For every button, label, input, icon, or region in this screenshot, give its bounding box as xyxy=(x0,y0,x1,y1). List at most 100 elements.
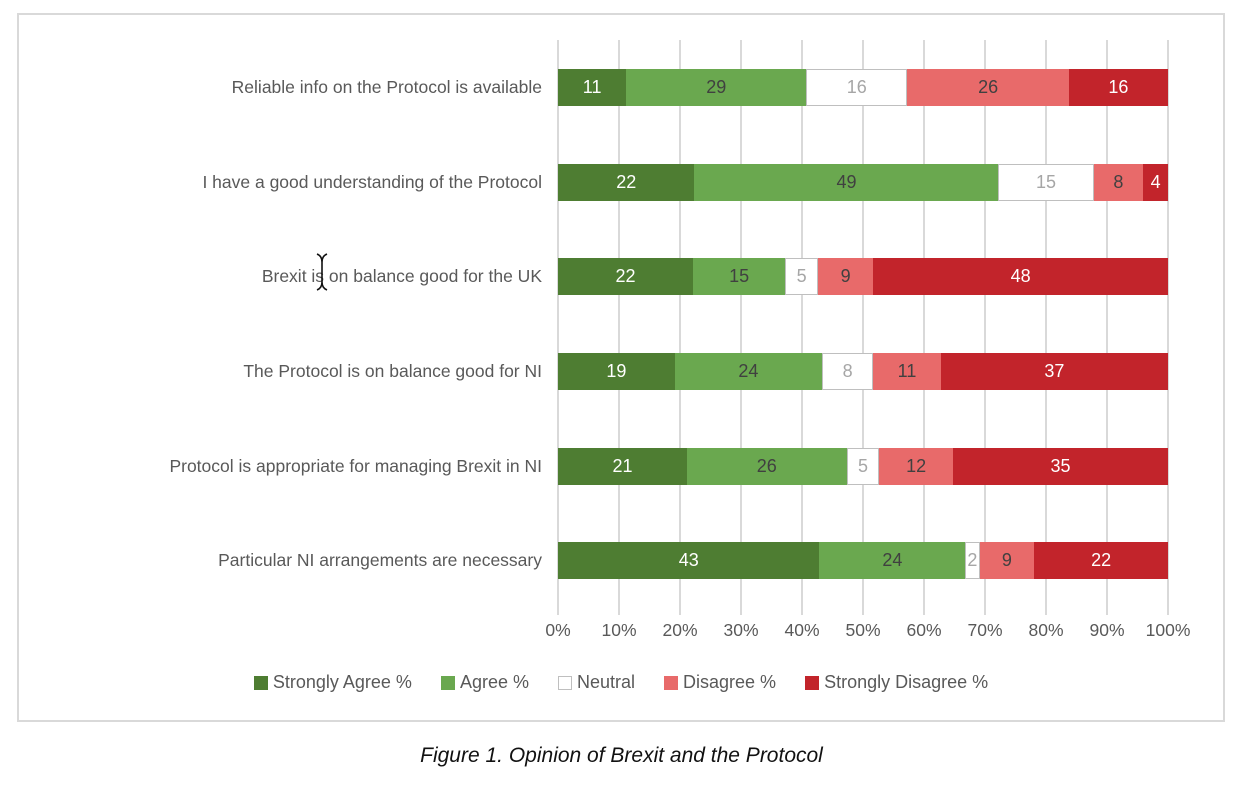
stacked-bar: 19 24 8 11 37 xyxy=(558,352,1168,390)
category-label: I have a good understanding of the Proto… xyxy=(202,171,542,192)
legend-item: Disagree % xyxy=(664,672,776,693)
value-label: 22 xyxy=(1091,550,1112,571)
text-ibeam-cursor-icon xyxy=(316,253,328,291)
gridline xyxy=(984,40,986,615)
x-axis: 0% 10% 20% 30% 40% 50% 60% 70% 80% 90% 100% xyxy=(545,620,1190,644)
value-label: 16 xyxy=(846,76,867,97)
bar-segment: 22 xyxy=(1034,542,1168,580)
bar-segment: 4 xyxy=(1143,163,1168,201)
chart-row: Particular NI arrangements are necessary… xyxy=(19,513,1168,608)
stacked-bar: 22 15 5 9 48 xyxy=(558,258,1168,296)
bar-segment: 24 xyxy=(674,352,823,390)
bar-rows: Reliable info on the Protocol is availab… xyxy=(19,40,1169,608)
category-label: Protocol is appropriate for managing Bre… xyxy=(169,455,542,476)
value-label: 22 xyxy=(615,266,636,287)
bar-segment: 22 xyxy=(558,258,694,296)
value-label: 12 xyxy=(906,455,927,476)
chart-area: Reliable info on the Protocol is availab… xyxy=(17,13,1225,722)
value-label: 37 xyxy=(1044,360,1065,381)
value-label: 35 xyxy=(1050,455,1071,476)
bar-segment: 9 xyxy=(817,258,874,296)
value-label: 5 xyxy=(796,266,807,287)
value-label: 29 xyxy=(706,76,727,97)
bar-segment: 12 xyxy=(879,447,954,485)
value-label: 24 xyxy=(738,360,759,381)
value-label: 21 xyxy=(612,455,633,476)
x-tick-label: 30% xyxy=(723,620,759,640)
value-label: 26 xyxy=(756,455,777,476)
figure-caption: Figure 1. Opinion of Brexit and the Prot… xyxy=(420,744,823,767)
legend-swatch-icon xyxy=(664,675,679,690)
value-label: 4 xyxy=(1150,171,1161,192)
x-tick-label: 40% xyxy=(784,620,820,640)
gridline xyxy=(801,40,803,615)
x-tick-label: 10% xyxy=(601,620,637,640)
bar-segment: 11 xyxy=(873,352,941,390)
chart-row: The Protocol is on balance good for NI 19… xyxy=(19,324,1168,419)
bar-segment: 22 xyxy=(558,163,695,201)
x-tick-label: 100% xyxy=(1145,620,1191,640)
value-label: 19 xyxy=(606,360,627,381)
x-tick-label: 0% xyxy=(545,620,571,640)
x-tick-label: 70% xyxy=(967,620,1003,640)
legend-swatch-icon xyxy=(557,675,572,690)
category-label: Brexit is on balance good for the UK xyxy=(261,266,542,287)
legend-label: Neutral xyxy=(576,672,636,692)
value-label: 9 xyxy=(1001,550,1012,571)
value-label: 48 xyxy=(1010,266,1031,287)
stacked-bar: 11 29 16 26 16 xyxy=(558,68,1169,106)
bar-segment: 2 xyxy=(965,542,980,580)
gridline xyxy=(1106,40,1108,615)
bar-segment: 48 xyxy=(873,258,1168,296)
value-label: 26 xyxy=(978,76,999,97)
chart-row: I have a good understanding of the Proto… xyxy=(19,135,1168,230)
bar-segment: 19 xyxy=(558,352,675,390)
legend-item: Strongly Disagree % xyxy=(805,672,988,693)
legend-label: Agree % xyxy=(459,672,529,692)
legend-item: Neutral xyxy=(557,672,636,693)
value-label: 22 xyxy=(616,171,637,192)
x-tick-label: 90% xyxy=(1089,620,1125,640)
legend-item: Strongly Agree % xyxy=(253,672,412,693)
bar-segment: 16 xyxy=(806,68,908,106)
bar-segment: 26 xyxy=(907,68,1069,106)
bar-segment: 11 xyxy=(558,68,627,106)
plot-area xyxy=(557,40,1169,615)
category-label: Reliable info on the Protocol is availab… xyxy=(231,76,542,97)
legend-swatch-icon xyxy=(253,675,268,690)
chart-row: Brexit is on balance good for the UK 22 15… xyxy=(19,229,1168,324)
value-label: 43 xyxy=(678,550,699,571)
bar-segment: 9 xyxy=(979,542,1035,580)
legend-label: Disagree % xyxy=(683,672,777,692)
value-label: 2 xyxy=(967,550,978,571)
bar-segment: 15 xyxy=(693,258,786,296)
value-label: 11 xyxy=(582,76,602,97)
x-tick-label: 50% xyxy=(845,620,881,640)
value-label: 11 xyxy=(897,360,917,381)
category-label: Particular NI arrangements are necessary xyxy=(218,550,542,571)
stacked-bar: 43 24 2 9 22 xyxy=(558,542,1168,580)
value-label: 8 xyxy=(1113,171,1124,192)
bar-segment: 35 xyxy=(953,447,1168,485)
value-label: 9 xyxy=(840,266,851,287)
bar-segment: 5 xyxy=(785,258,818,296)
gridline xyxy=(923,40,925,615)
stacked-bar: 21 26 5 12 35 xyxy=(558,447,1168,485)
chart-row: Reliable info on the Protocol is availab… xyxy=(19,40,1169,135)
legend-item: Agree % xyxy=(440,672,529,693)
bar-segment: 37 xyxy=(940,352,1168,390)
bar-segment: 49 xyxy=(694,163,999,201)
gridline xyxy=(557,40,559,615)
x-tick-label: 80% xyxy=(1028,620,1064,640)
gridline xyxy=(679,40,681,615)
bar-segment: 24 xyxy=(819,542,966,580)
value-label: 5 xyxy=(857,455,868,476)
value-label: 49 xyxy=(836,171,857,192)
bar-segment: 29 xyxy=(626,68,807,106)
value-label: 8 xyxy=(842,360,853,381)
category-label: The Protocol is on balance good for NI xyxy=(243,360,542,381)
value-label: 15 xyxy=(1036,171,1057,192)
value-label: 24 xyxy=(882,550,903,571)
bar-segment: 15 xyxy=(998,163,1094,201)
